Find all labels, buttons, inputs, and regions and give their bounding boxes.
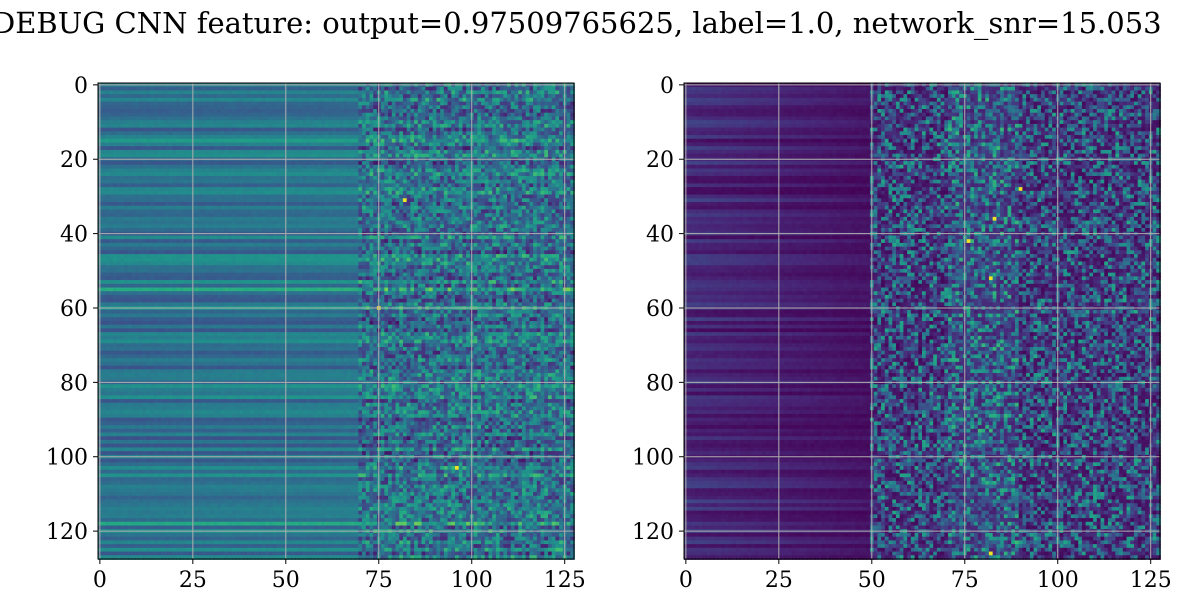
heatmap-panel-left: 0 25 50 75 100 125020406080100120	[46, 74, 586, 593]
